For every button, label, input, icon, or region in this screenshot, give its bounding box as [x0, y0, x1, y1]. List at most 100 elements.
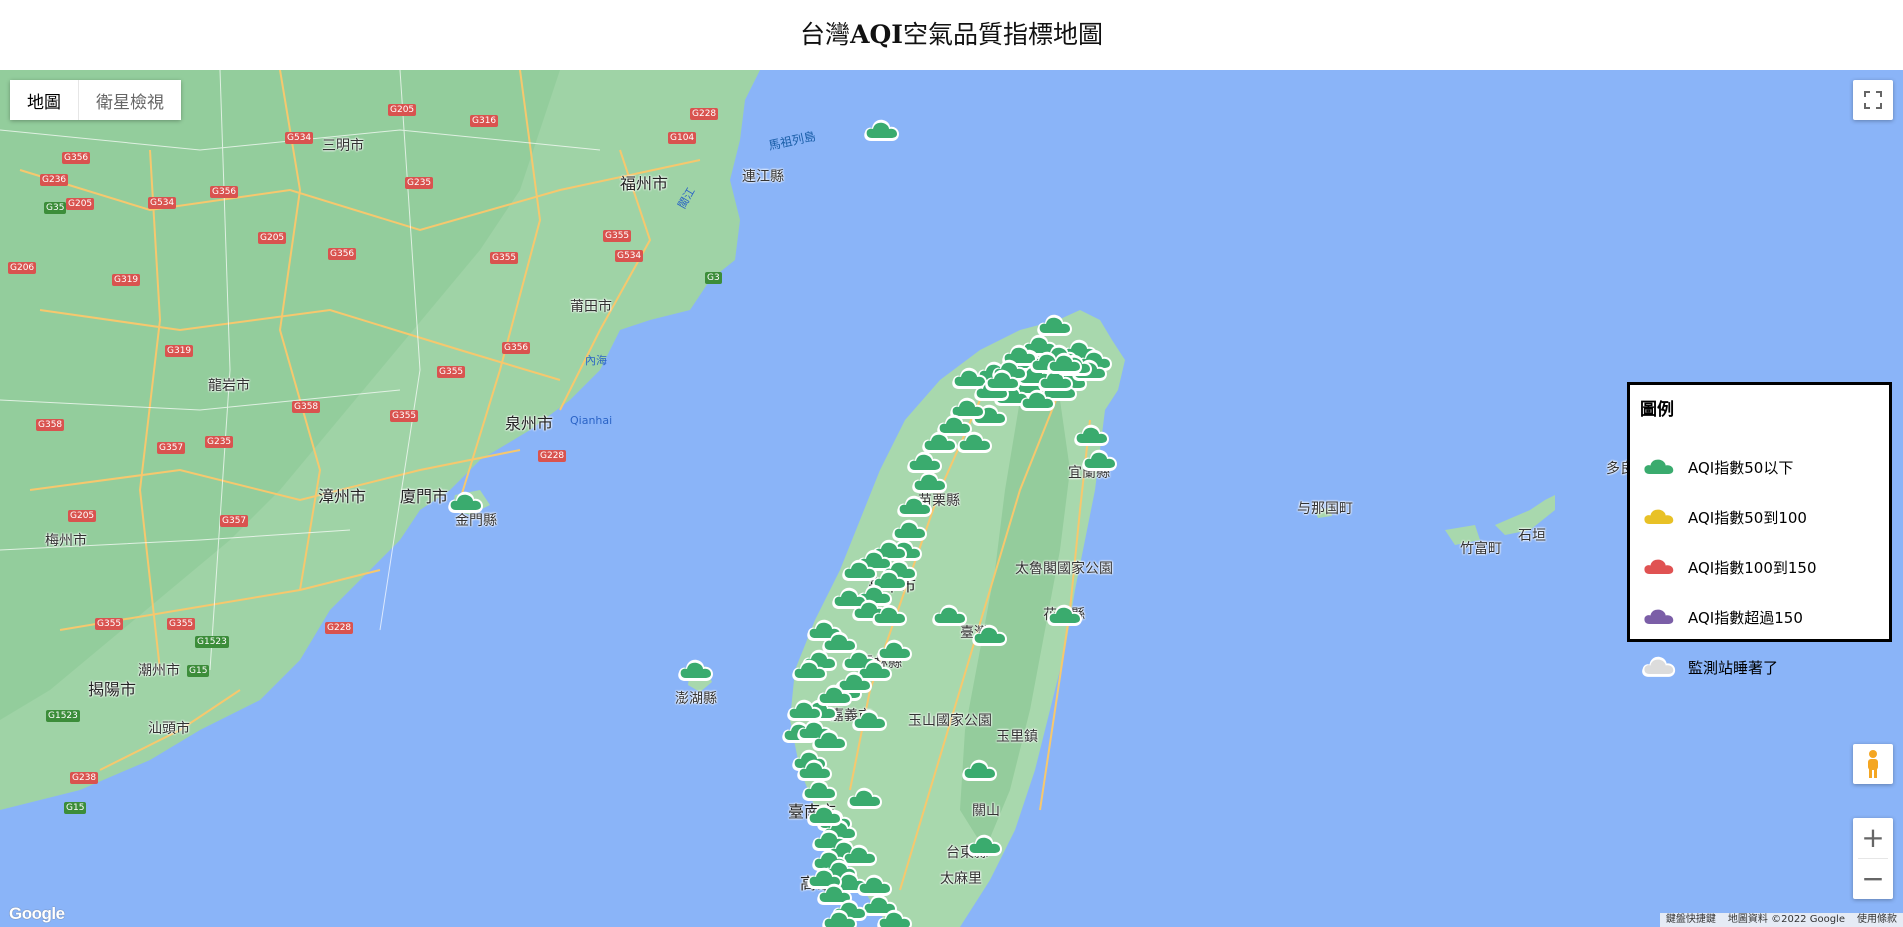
map-type-control: 地圖 衛星檢視 [10, 80, 181, 120]
aqi-station-marker[interactable] [835, 668, 875, 698]
map-type-map-button[interactable]: 地圖 [10, 80, 78, 120]
aqi-station-marker[interactable] [1035, 311, 1075, 341]
aqi-station-marker[interactable] [860, 891, 900, 921]
aqi-station-marker[interactable] [805, 864, 845, 894]
road-shield: G235 [405, 177, 434, 189]
fullscreen-button[interactable] [1853, 80, 1893, 120]
aqi-station-marker[interactable] [676, 656, 716, 686]
aqi-station-marker[interactable] [965, 831, 1005, 861]
aqi-station-marker[interactable] [955, 428, 995, 458]
aqi-station-marker[interactable] [910, 468, 950, 498]
road-shield: G205 [258, 232, 287, 244]
aqi-station-marker[interactable] [1080, 446, 1120, 476]
place-label: 連江縣 [742, 169, 784, 185]
title-suffix: 空氣品質指標地圖 [902, 20, 1103, 49]
road-shield: G35 [44, 202, 67, 214]
aqi-station-marker[interactable] [960, 756, 1000, 786]
aqi-station-marker[interactable] [935, 411, 975, 441]
zoom-control: + − [1853, 818, 1893, 899]
road-shield: G534 [615, 250, 644, 262]
aqi-station-marker[interactable] [790, 656, 830, 686]
aqi-station-marker[interactable] [1072, 421, 1112, 451]
aqi-station-marker[interactable] [1045, 601, 1085, 631]
aqi-station-marker[interactable] [1036, 366, 1076, 396]
aqi-station-marker[interactable] [810, 726, 850, 756]
aqi-station-marker[interactable] [875, 636, 915, 666]
map-canvas[interactable]: 三明市 福州市 連江縣 莆田市 龍岩市 泉州市 漳州市 廈門市 金門縣 梅州市 … [0, 70, 1903, 927]
aqi-station-marker[interactable] [1045, 349, 1085, 379]
place-label: 泉州市 [505, 414, 554, 433]
aqi-station-marker[interactable] [970, 621, 1010, 651]
keyboard-shortcuts-link[interactable]: 鍵盤快捷鍵 [1665, 914, 1716, 925]
terms-link[interactable]: 使用條款 [1857, 914, 1897, 925]
place-label: 澎湖縣 [675, 691, 717, 707]
cloud-icon [1640, 503, 1688, 532]
aqi-station-marker[interactable] [820, 906, 860, 927]
aqi-station-marker[interactable] [855, 656, 895, 686]
road-shield: G319 [165, 345, 194, 357]
place-label: 玉里鎮 [996, 729, 1038, 745]
legend-item: AQI指數50到100 [1640, 492, 1879, 542]
road-shield: G235 [205, 436, 234, 448]
aqi-station-marker[interactable] [815, 681, 855, 711]
aqi-station-marker[interactable] [805, 801, 845, 831]
place-label: 潮州市 [138, 663, 180, 679]
aqi-station-marker[interactable] [890, 516, 930, 546]
aqi-station-marker[interactable] [850, 706, 890, 736]
place-label: 莆田市 [570, 299, 612, 315]
aqi-station-marker[interactable] [840, 841, 880, 871]
road-shield: G238 [70, 772, 99, 784]
place-label: 龍岩市 [208, 378, 250, 394]
aqi-station-marker[interactable] [815, 880, 855, 910]
fullscreen-icon [1864, 91, 1882, 109]
road-shield: G205 [68, 510, 97, 522]
cloud-icon [1640, 553, 1688, 582]
aqi-station-marker[interactable] [785, 696, 825, 726]
aqi-station-marker[interactable] [820, 628, 860, 658]
place-label: 竹富町 [1460, 541, 1502, 557]
aqi-station-marker[interactable] [875, 906, 915, 927]
map-type-satellite-button[interactable]: 衛星檢視 [78, 80, 181, 120]
aqi-station-marker[interactable] [800, 776, 840, 806]
zoom-out-button[interactable]: − [1853, 859, 1893, 899]
aqi-station-marker[interactable] [845, 784, 885, 814]
place-label: Qianhai [570, 414, 613, 427]
google-logo: Google [9, 904, 65, 923]
title-latin: AQI [850, 20, 903, 49]
road-shield: G15 [64, 802, 87, 814]
aqi-station-marker[interactable] [855, 871, 895, 901]
aqi-station-marker[interactable] [870, 601, 910, 631]
road-shield: G355 [437, 366, 466, 378]
aqi-station-marker[interactable] [920, 428, 960, 458]
place-label: 三明市 [322, 138, 364, 154]
road-shield: G104 [668, 132, 697, 144]
place-label: 石垣 [1518, 528, 1546, 544]
aqi-station-marker[interactable] [795, 756, 835, 786]
road-shield: G205 [66, 198, 95, 210]
aqi-station-marker[interactable] [983, 366, 1023, 396]
zoom-in-button[interactable]: + [1853, 818, 1893, 858]
aqi-station-marker[interactable] [830, 584, 870, 614]
aqi-station-marker[interactable] [905, 448, 945, 478]
aqi-station-marker[interactable] [840, 556, 880, 586]
street-view-pegman-button[interactable] [1853, 744, 1893, 784]
aqi-station-marker[interactable] [446, 488, 486, 518]
aqi-station-marker[interactable] [930, 601, 970, 631]
road-shield: G205 [388, 104, 417, 116]
road-shield: G355 [490, 252, 519, 264]
legend-item-label: AQI指數50到100 [1688, 508, 1807, 527]
road-shield: G356 [502, 342, 531, 354]
aqi-station-marker[interactable] [862, 116, 902, 146]
aqi-station-marker[interactable] [948, 394, 988, 424]
aqi-station-marker[interactable] [895, 492, 935, 522]
aqi-station-marker[interactable] [870, 566, 910, 596]
road-shield: G534 [148, 197, 177, 209]
road-shield: G355 [603, 230, 632, 242]
aqi-station-marker[interactable] [1018, 386, 1058, 416]
road-shield: G357 [157, 442, 186, 454]
road-shield: G236 [40, 174, 69, 186]
attribution-bar: 鍵盤快捷鍵 地圖資料 ©2022 Google 使用條款 [1659, 913, 1903, 927]
place-label: 福州市 [620, 174, 669, 193]
aqi-station-marker[interactable] [950, 364, 990, 394]
road-shield: G15 [187, 665, 210, 677]
